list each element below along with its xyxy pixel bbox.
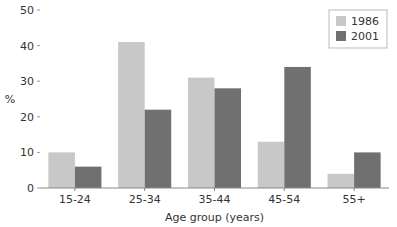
- x-axis-label: Age group (years): [165, 211, 264, 224]
- x-tick-label: 45-54: [268, 193, 300, 206]
- y-axis-label: %: [5, 93, 15, 106]
- legend-frame: [329, 10, 387, 48]
- x-tick-label: 55+: [342, 193, 365, 206]
- x-tick: [74, 188, 75, 191]
- bar: [258, 142, 285, 188]
- x-tick: [144, 188, 145, 191]
- y-tick-label: 50: [20, 4, 34, 17]
- y-tick: [37, 45, 40, 46]
- x-axis: 15-24 25-34 35-44 45-54 55+: [40, 188, 389, 206]
- y-tick-label: 40: [20, 40, 34, 53]
- y-tick-label: 10: [20, 146, 34, 159]
- y-tick: [37, 188, 40, 189]
- y-tick-label: 0: [27, 182, 34, 195]
- bar: [118, 42, 145, 188]
- y-tick: [37, 116, 40, 117]
- legend-swatch: [336, 16, 346, 26]
- y-tick-label: 30: [20, 75, 34, 88]
- y-tick: [37, 81, 40, 82]
- legend-label: 1986: [351, 15, 379, 28]
- x-tick: [284, 188, 285, 191]
- chart-container: 0 10 20 30 40 50% 15-24 25-34 35-44 45-54 55+ Age g…: [0, 0, 397, 227]
- bars: [48, 42, 380, 188]
- bar: [354, 152, 381, 188]
- chart: 0 10 20 30 40 50% 15-24 25-34 35-44 45-54 55+ Age g…: [0, 0, 397, 227]
- legend-swatch: [336, 31, 346, 41]
- x-tick: [354, 188, 355, 191]
- legend-label: 2001: [351, 30, 379, 43]
- bar: [328, 174, 355, 188]
- bar: [145, 110, 172, 188]
- x-tick-label: 25-34: [129, 193, 161, 206]
- x-tick-label: 35-44: [199, 193, 231, 206]
- y-axis: 0 10 20 30 40 50: [20, 4, 40, 195]
- bar: [215, 88, 242, 188]
- bar: [188, 78, 215, 188]
- y-tick-label: 20: [20, 111, 34, 124]
- y-tick: [37, 152, 40, 153]
- legend: 1986 2001: [329, 10, 387, 48]
- y-tick: [37, 10, 40, 11]
- x-tick-label: 15-24: [59, 193, 91, 206]
- x-tick: [214, 188, 215, 191]
- bar: [48, 152, 75, 188]
- bar: [284, 67, 311, 188]
- bar: [75, 167, 102, 188]
